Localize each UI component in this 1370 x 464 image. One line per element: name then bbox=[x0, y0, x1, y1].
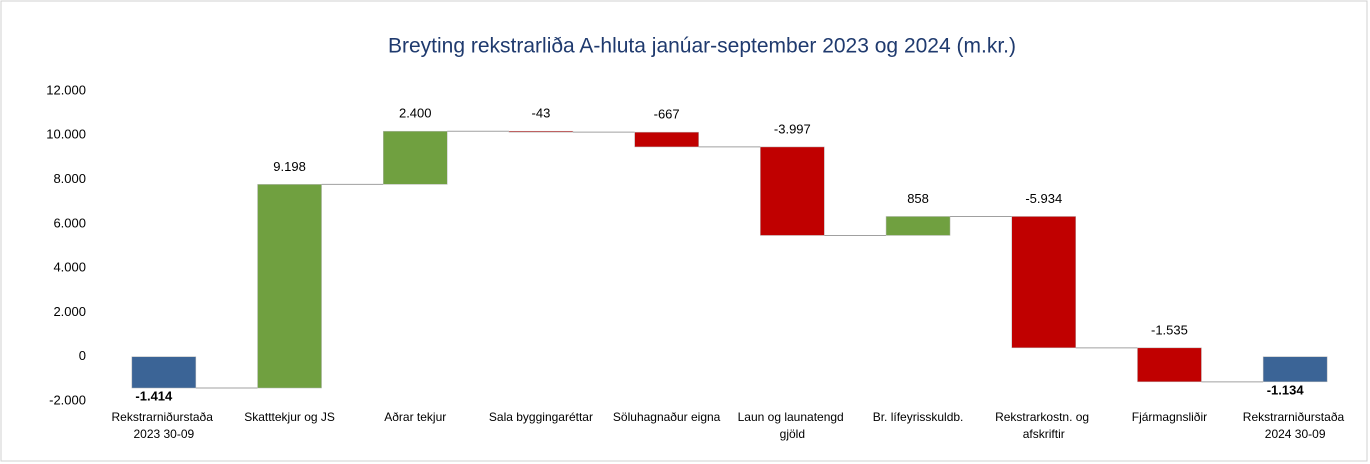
x-tick-label: Laun og launatengd gjöld bbox=[738, 410, 847, 441]
x-tick-label: Rekstrarkostn. og afskriftir bbox=[995, 410, 1092, 441]
x-tick-label: Fjármagnsliðir bbox=[1132, 410, 1207, 424]
bar bbox=[1011, 216, 1076, 349]
bar bbox=[760, 146, 825, 236]
x-tick-label: Br. lífeyrisskuldb. bbox=[873, 410, 964, 424]
value-label: -667 bbox=[654, 107, 680, 122]
chart-title: Breyting rekstrarliða A-hluta janúar-sep… bbox=[388, 35, 1016, 58]
value-label: -43 bbox=[532, 106, 551, 121]
x-tick-label: Rekstrarniðurstaða 2024 30-09 bbox=[1243, 410, 1348, 441]
bar bbox=[508, 130, 574, 133]
value-label: -1.535 bbox=[1151, 322, 1188, 337]
y-tick-label: 6.000 bbox=[53, 215, 86, 230]
x-tick-label: Sala byggingaréttar bbox=[489, 410, 593, 424]
bar bbox=[634, 131, 699, 148]
bar bbox=[383, 130, 448, 185]
value-label: -3.997 bbox=[774, 121, 811, 136]
x-tick-label: Söluhagnaður eigna bbox=[613, 410, 721, 424]
y-tick-label: 12.000 bbox=[46, 82, 86, 97]
value-label: -1.134 bbox=[1267, 382, 1305, 397]
bar bbox=[131, 356, 197, 389]
y-tick-label: -2.000 bbox=[49, 392, 86, 407]
y-tick-label: 8.000 bbox=[53, 171, 86, 186]
y-tick-label: 0 bbox=[79, 348, 86, 363]
value-label: -5.934 bbox=[1025, 191, 1062, 206]
value-label: 858 bbox=[907, 191, 929, 206]
x-tick-label: Rekstrarniðurstaða 2023 30-09 bbox=[111, 410, 216, 441]
bar bbox=[257, 184, 322, 389]
bar bbox=[1137, 347, 1202, 383]
y-tick-label: 4.000 bbox=[53, 260, 86, 275]
value-label: 2.400 bbox=[399, 106, 432, 121]
y-tick-label: 2.000 bbox=[53, 304, 86, 319]
bar bbox=[1262, 356, 1328, 383]
bar bbox=[885, 216, 951, 236]
x-tick-label: Skatttekjur og JS bbox=[244, 410, 335, 424]
y-tick-label: 10.000 bbox=[46, 127, 86, 142]
x-tick-label: Aðrar tekjur bbox=[384, 410, 446, 424]
value-label: -1.414 bbox=[135, 388, 173, 403]
value-label: 9.198 bbox=[273, 159, 306, 174]
